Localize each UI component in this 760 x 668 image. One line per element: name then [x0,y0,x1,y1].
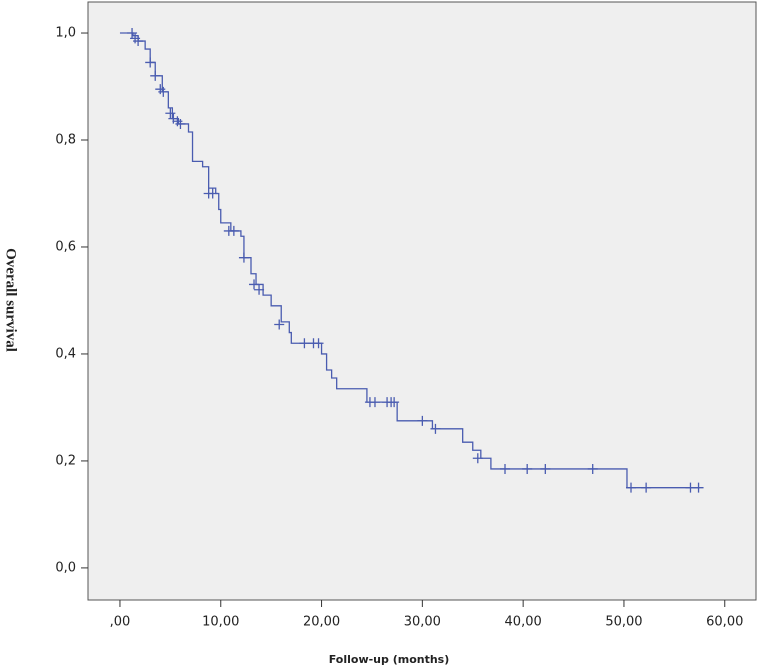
censor-mark [500,463,511,474]
y-tick-label: 0,0 [55,560,76,575]
censor-mark [540,463,551,474]
x-tick-label: 30,00 [404,615,441,630]
censor-mark [472,453,483,464]
censor-mark [389,397,400,408]
censor-mark [165,108,176,119]
y-axis-label: Overall survival [3,248,19,352]
censor-mark [313,338,324,349]
x-tick-label: 60,00 [706,615,743,630]
censor-mark [369,397,380,408]
censor-mark [207,188,218,199]
censor-mark [238,252,249,263]
censor-mark [417,415,428,426]
censor-mark [430,423,441,434]
censor-mark [249,279,260,290]
censor-mark [254,284,265,295]
censor-mark [228,225,239,236]
x-tick-label: 20,00 [303,615,340,630]
y-tick-label: 0,6 [55,239,76,254]
plot-area [87,1,757,601]
censor-mark [641,482,652,493]
x-tick-label: ,00 [110,615,131,630]
x-tick-label: 10,00 [202,615,239,630]
y-tick-label: 0,4 [55,346,76,361]
censor-mark [299,338,310,349]
censor-mark [133,36,144,47]
censor-mark [168,113,179,124]
censor-mark [587,463,598,474]
censor-mark [274,319,285,330]
censor-mark [150,70,161,81]
censor-mark [626,482,637,493]
x-tick-label: 40,00 [505,615,542,630]
y-tick-label: 0,8 [55,133,76,148]
y-tick-label: 0,2 [55,453,76,468]
censor-mark [693,482,704,493]
censor-mark [127,28,138,39]
censor-mark [145,57,156,68]
censor-mark [175,118,186,129]
x-axis-label: Follow-up (months) [329,653,450,666]
y-tick-label: 1,0 [55,26,76,41]
censor-mark [522,463,533,474]
x-tick-label: 50,00 [605,615,642,630]
censor-mark [158,86,169,97]
